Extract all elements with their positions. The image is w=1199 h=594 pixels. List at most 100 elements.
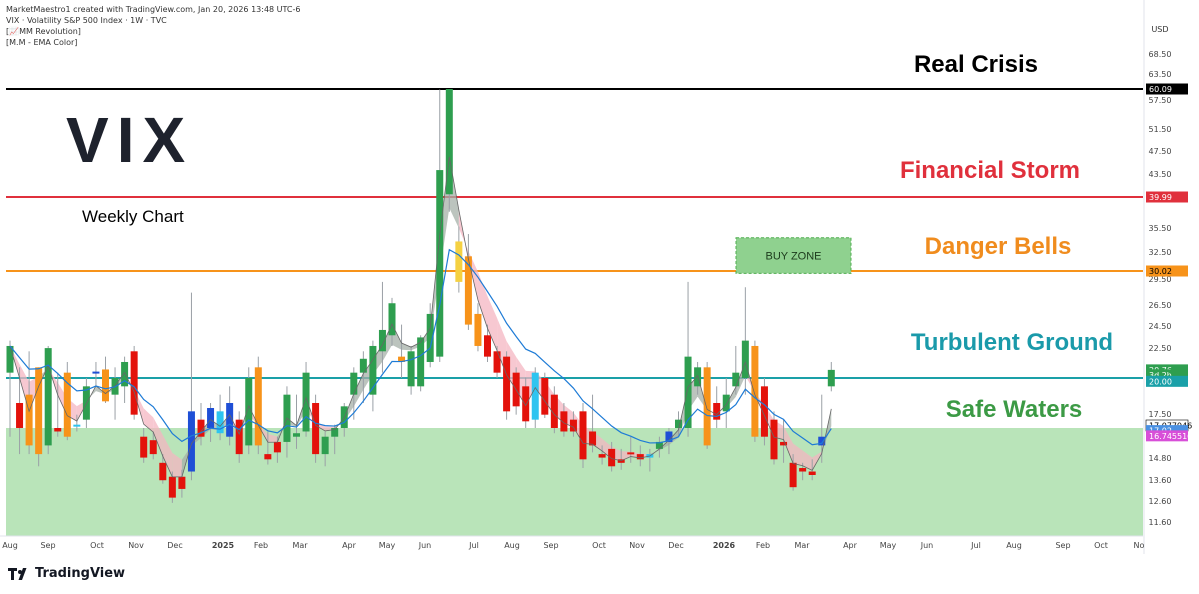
candle[interactable] [102,356,109,403]
candle[interactable] [455,226,463,293]
candle[interactable] [760,378,768,446]
candle[interactable] [789,454,797,491]
candle[interactable] [159,454,167,484]
candle[interactable] [312,394,320,463]
candle[interactable] [474,303,482,352]
candle[interactable] [302,361,310,437]
candle[interactable] [445,89,453,212]
candle[interactable] [92,361,100,387]
candle-body [331,428,339,437]
candle[interactable] [722,378,730,428]
candle[interactable] [417,335,425,392]
candle[interactable] [121,356,129,403]
candle[interactable] [111,367,119,420]
x-tick-label: Oct [1094,541,1108,550]
candle-body [350,372,358,395]
candle[interactable] [703,361,711,449]
candle-body [770,419,778,460]
candle[interactable] [264,431,272,465]
candle[interactable] [770,411,778,465]
candle[interactable] [780,419,788,463]
candle[interactable] [598,445,606,465]
candle[interactable] [655,436,663,458]
candle[interactable] [149,431,157,460]
candle[interactable] [35,367,43,467]
tradingview-brand[interactable]: TradingView [35,566,126,581]
y-tick-label: 17.50 [1149,410,1172,419]
candle-body [168,476,176,498]
candle-body [121,361,129,387]
x-tick-label: Mar [794,541,810,550]
candle[interactable] [54,372,62,437]
candle[interactable] [512,367,520,415]
candle[interactable] [636,445,644,467]
indicator-label-2[interactable]: [M.M - EMA Color] [6,38,78,47]
candle[interactable] [579,403,587,469]
candle[interactable] [359,351,367,403]
candle[interactable] [741,287,749,395]
y-tick-label: 14.80 [1149,454,1172,463]
candle[interactable] [531,367,539,428]
candle[interactable] [187,292,195,481]
candle[interactable] [713,386,721,428]
candle-body [254,367,262,446]
ema-fast-line [9,156,832,478]
candle[interactable] [569,411,577,437]
candle[interactable] [627,436,635,463]
x-tick-label: Jul [970,541,981,550]
candle[interactable] [178,469,186,498]
candle[interactable] [751,340,759,442]
candle[interactable] [827,361,835,392]
x-tick-label: Jun [418,541,432,550]
candle[interactable] [464,234,472,330]
candle[interactable] [541,372,549,418]
candle[interactable] [293,394,300,449]
candle[interactable] [130,345,138,420]
candle[interactable] [407,345,415,395]
candle-body [780,441,788,446]
candle[interactable] [550,386,558,434]
candle[interactable] [321,431,329,467]
candle-body [378,329,386,352]
candle[interactable] [16,367,24,455]
candle[interactable] [436,89,444,362]
candle[interactable] [216,394,224,441]
candle[interactable] [426,303,434,368]
candle[interactable] [369,340,377,412]
candle[interactable] [44,345,52,455]
candle[interactable] [378,281,386,373]
candle[interactable] [63,361,71,441]
candle-body [522,386,530,422]
candle[interactable] [560,403,568,437]
candle[interactable] [608,441,616,472]
candle[interactable] [73,414,81,432]
candle[interactable] [140,428,148,463]
candle[interactable] [388,297,396,346]
candle-body [130,351,138,415]
price-tag-text: 30.02 [1149,267,1172,276]
candle[interactable] [254,356,262,455]
candle[interactable] [522,378,530,428]
indicator-label-1[interactable]: [📈MM Revolution] [6,27,81,36]
candle[interactable] [398,324,406,378]
candle[interactable] [589,394,597,453]
candle[interactable] [675,411,682,437]
candle-body [140,436,148,458]
y-tick-label: 63.50 [1149,70,1172,79]
price-tag-text: 60.09 [1149,85,1172,94]
candle[interactable] [197,403,205,446]
candle[interactable] [207,403,215,442]
candle[interactable] [818,394,826,463]
candle[interactable] [503,351,511,420]
price-tag-bg [1146,191,1188,203]
candle-body [16,403,24,428]
candle[interactable] [245,367,253,455]
candle[interactable] [226,386,234,446]
candle[interactable] [484,324,491,362]
buy-zone-box[interactable] [735,237,852,274]
candle[interactable] [6,340,14,437]
candle[interactable] [684,281,692,437]
candle[interactable] [235,411,243,463]
x-tick-label: Apr [342,541,357,550]
